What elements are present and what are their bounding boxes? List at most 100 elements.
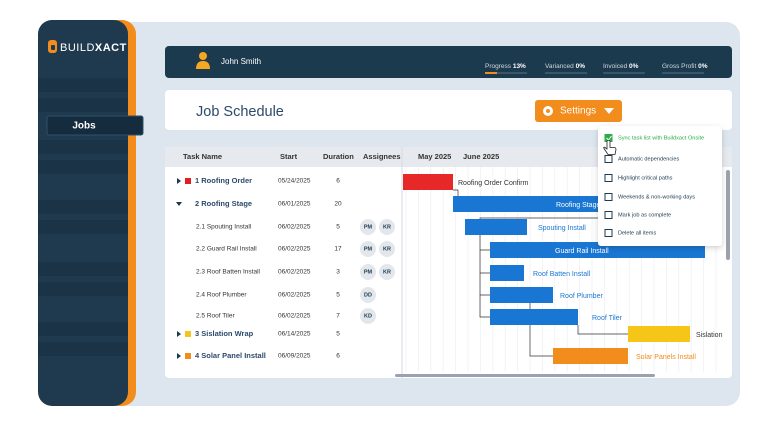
- task-duration: 5: [336, 292, 340, 299]
- assignee: KD: [364, 313, 372, 319]
- assignee: PM: [364, 246, 373, 252]
- logo-part: XACT: [95, 42, 127, 54]
- gantt-label: Roof Tiler: [592, 315, 623, 322]
- column-header: Assignees: [363, 152, 401, 161]
- stat-label: Gross Profit: [662, 63, 697, 70]
- task-start: 06/09/2025: [278, 353, 311, 360]
- assignee-badge: [360, 219, 376, 235]
- gear-hole[interactable]: [546, 109, 550, 113]
- gantt-bar[interactable]: [403, 174, 453, 190]
- gantt-bar[interactable]: [465, 219, 527, 235]
- gantt-label: Sislation: [696, 332, 723, 339]
- gantt-bar[interactable]: [553, 348, 628, 364]
- logo-text: BUILDXACT: [60, 42, 127, 54]
- task-duration: 5: [336, 331, 340, 338]
- menu-item[interactable]: Automatic dependencies: [618, 156, 679, 162]
- task-start: 06/02/2025: [278, 224, 311, 231]
- stat-value: 0%: [629, 63, 639, 70]
- assignee: KR: [383, 246, 391, 252]
- stat-label: Invoiced: [603, 63, 628, 70]
- stat-fill: [485, 72, 497, 74]
- task-name: 2 Roofing Stage: [195, 199, 252, 208]
- stat-track: [545, 72, 587, 74]
- sidebar-stripes: [38, 78, 128, 356]
- gantt-label: Solar Panels Install: [636, 354, 696, 361]
- logo-part: BUILD: [60, 42, 95, 54]
- v-scrollbar[interactable]: [726, 170, 730, 260]
- sidebar-stripe: [38, 78, 128, 92]
- task-duration: 6: [336, 178, 340, 185]
- sidebar-stripe: [38, 220, 128, 234]
- stat-label: Progress: [485, 63, 512, 70]
- assignee-badge: [360, 264, 376, 280]
- assignee-badge: [360, 308, 376, 324]
- task-duration: 20: [334, 201, 342, 208]
- menu-item[interactable]: Highlight critical paths: [618, 175, 673, 181]
- column-header: Duration: [323, 152, 354, 161]
- gantt-bar[interactable]: [490, 309, 578, 325]
- task-duration: 5: [336, 224, 340, 231]
- stat: Progress 13%: [485, 63, 526, 70]
- checkbox[interactable]: [604, 229, 613, 237]
- sidebar-stripe: [38, 140, 128, 154]
- stat: Invoiced 0%: [603, 63, 639, 70]
- dependency-link: [479, 295, 490, 318]
- checkbox[interactable]: [604, 155, 613, 163]
- task-name: 2.5 Roof Tiler: [196, 313, 235, 320]
- sidebar-stripe: [38, 322, 128, 336]
- gantt-bar[interactable]: [628, 326, 690, 342]
- stat-value: 0%: [698, 63, 708, 70]
- page-title: Job Schedule: [196, 104, 284, 120]
- collapse-arrow[interactable]: [176, 202, 182, 206]
- sidebar-stripe: [38, 98, 128, 112]
- expand-arrow[interactable]: [177, 178, 181, 184]
- dependency-link: [453, 189, 459, 196]
- settings-label[interactable]: Settings: [560, 106, 596, 117]
- expand-arrow[interactable]: [177, 353, 181, 359]
- task-duration: 6: [336, 353, 340, 360]
- task-name: 4 Solar Panel Install: [195, 351, 266, 360]
- gantt-label: Spouting Install: [538, 225, 586, 232]
- assignee-badge: [360, 241, 376, 257]
- month-header: May 2025: [418, 152, 451, 161]
- assignee: KR: [383, 269, 391, 275]
- task-name: 2.2 Guard Rail Install: [196, 246, 257, 253]
- nav-jobs[interactable]: [46, 115, 144, 136]
- task-marker: [185, 178, 191, 184]
- top-bar: [165, 46, 732, 78]
- dependency-link: [577, 325, 628, 335]
- task-name: 2.1 Spouting Install: [196, 224, 252, 231]
- gantt-label: Guard Rail Install: [555, 248, 609, 255]
- settings-button[interactable]: [535, 100, 622, 122]
- nav-label[interactable]: Jobs: [72, 121, 96, 132]
- menu-item[interactable]: Weekends & non-working days: [618, 194, 695, 200]
- table-header: [165, 147, 732, 167]
- task-marker: [185, 353, 191, 359]
- caret[interactable]: [604, 108, 614, 114]
- task-start: 06/02/2025: [278, 292, 311, 299]
- menu-item[interactable]: Delete all items: [618, 230, 656, 236]
- sidebar-stripe: [38, 262, 128, 276]
- task-start: 06/02/2025: [278, 269, 311, 276]
- checkbox[interactable]: [604, 193, 613, 201]
- stat-value: 13%: [513, 63, 526, 70]
- sidebar-stripe: [38, 342, 128, 356]
- task-name: 3 Sislation Wrap: [195, 329, 254, 338]
- assignee-badge: [379, 219, 395, 235]
- gantt-bar[interactable]: [490, 265, 524, 281]
- settings-menu: [598, 126, 722, 246]
- menu-item[interactable]: Sync task list with Buildxact Onsite: [618, 135, 704, 141]
- user-name: John Smith: [221, 57, 261, 66]
- logo-icon-hole: [51, 45, 55, 50]
- checkbox[interactable]: [604, 211, 613, 219]
- task-start: 05/24/2025: [278, 178, 311, 185]
- stat-track: [485, 72, 527, 74]
- h-scrollbar[interactable]: [395, 374, 655, 377]
- menu-item[interactable]: Mark job as complete: [618, 212, 671, 218]
- gantt-label: Roofing Stage: [556, 202, 600, 209]
- checkbox[interactable]: [604, 174, 613, 182]
- stat-value: 0%: [576, 63, 586, 70]
- gantt-bar[interactable]: [490, 287, 553, 303]
- user-body: [196, 61, 210, 69]
- expand-arrow[interactable]: [177, 331, 181, 337]
